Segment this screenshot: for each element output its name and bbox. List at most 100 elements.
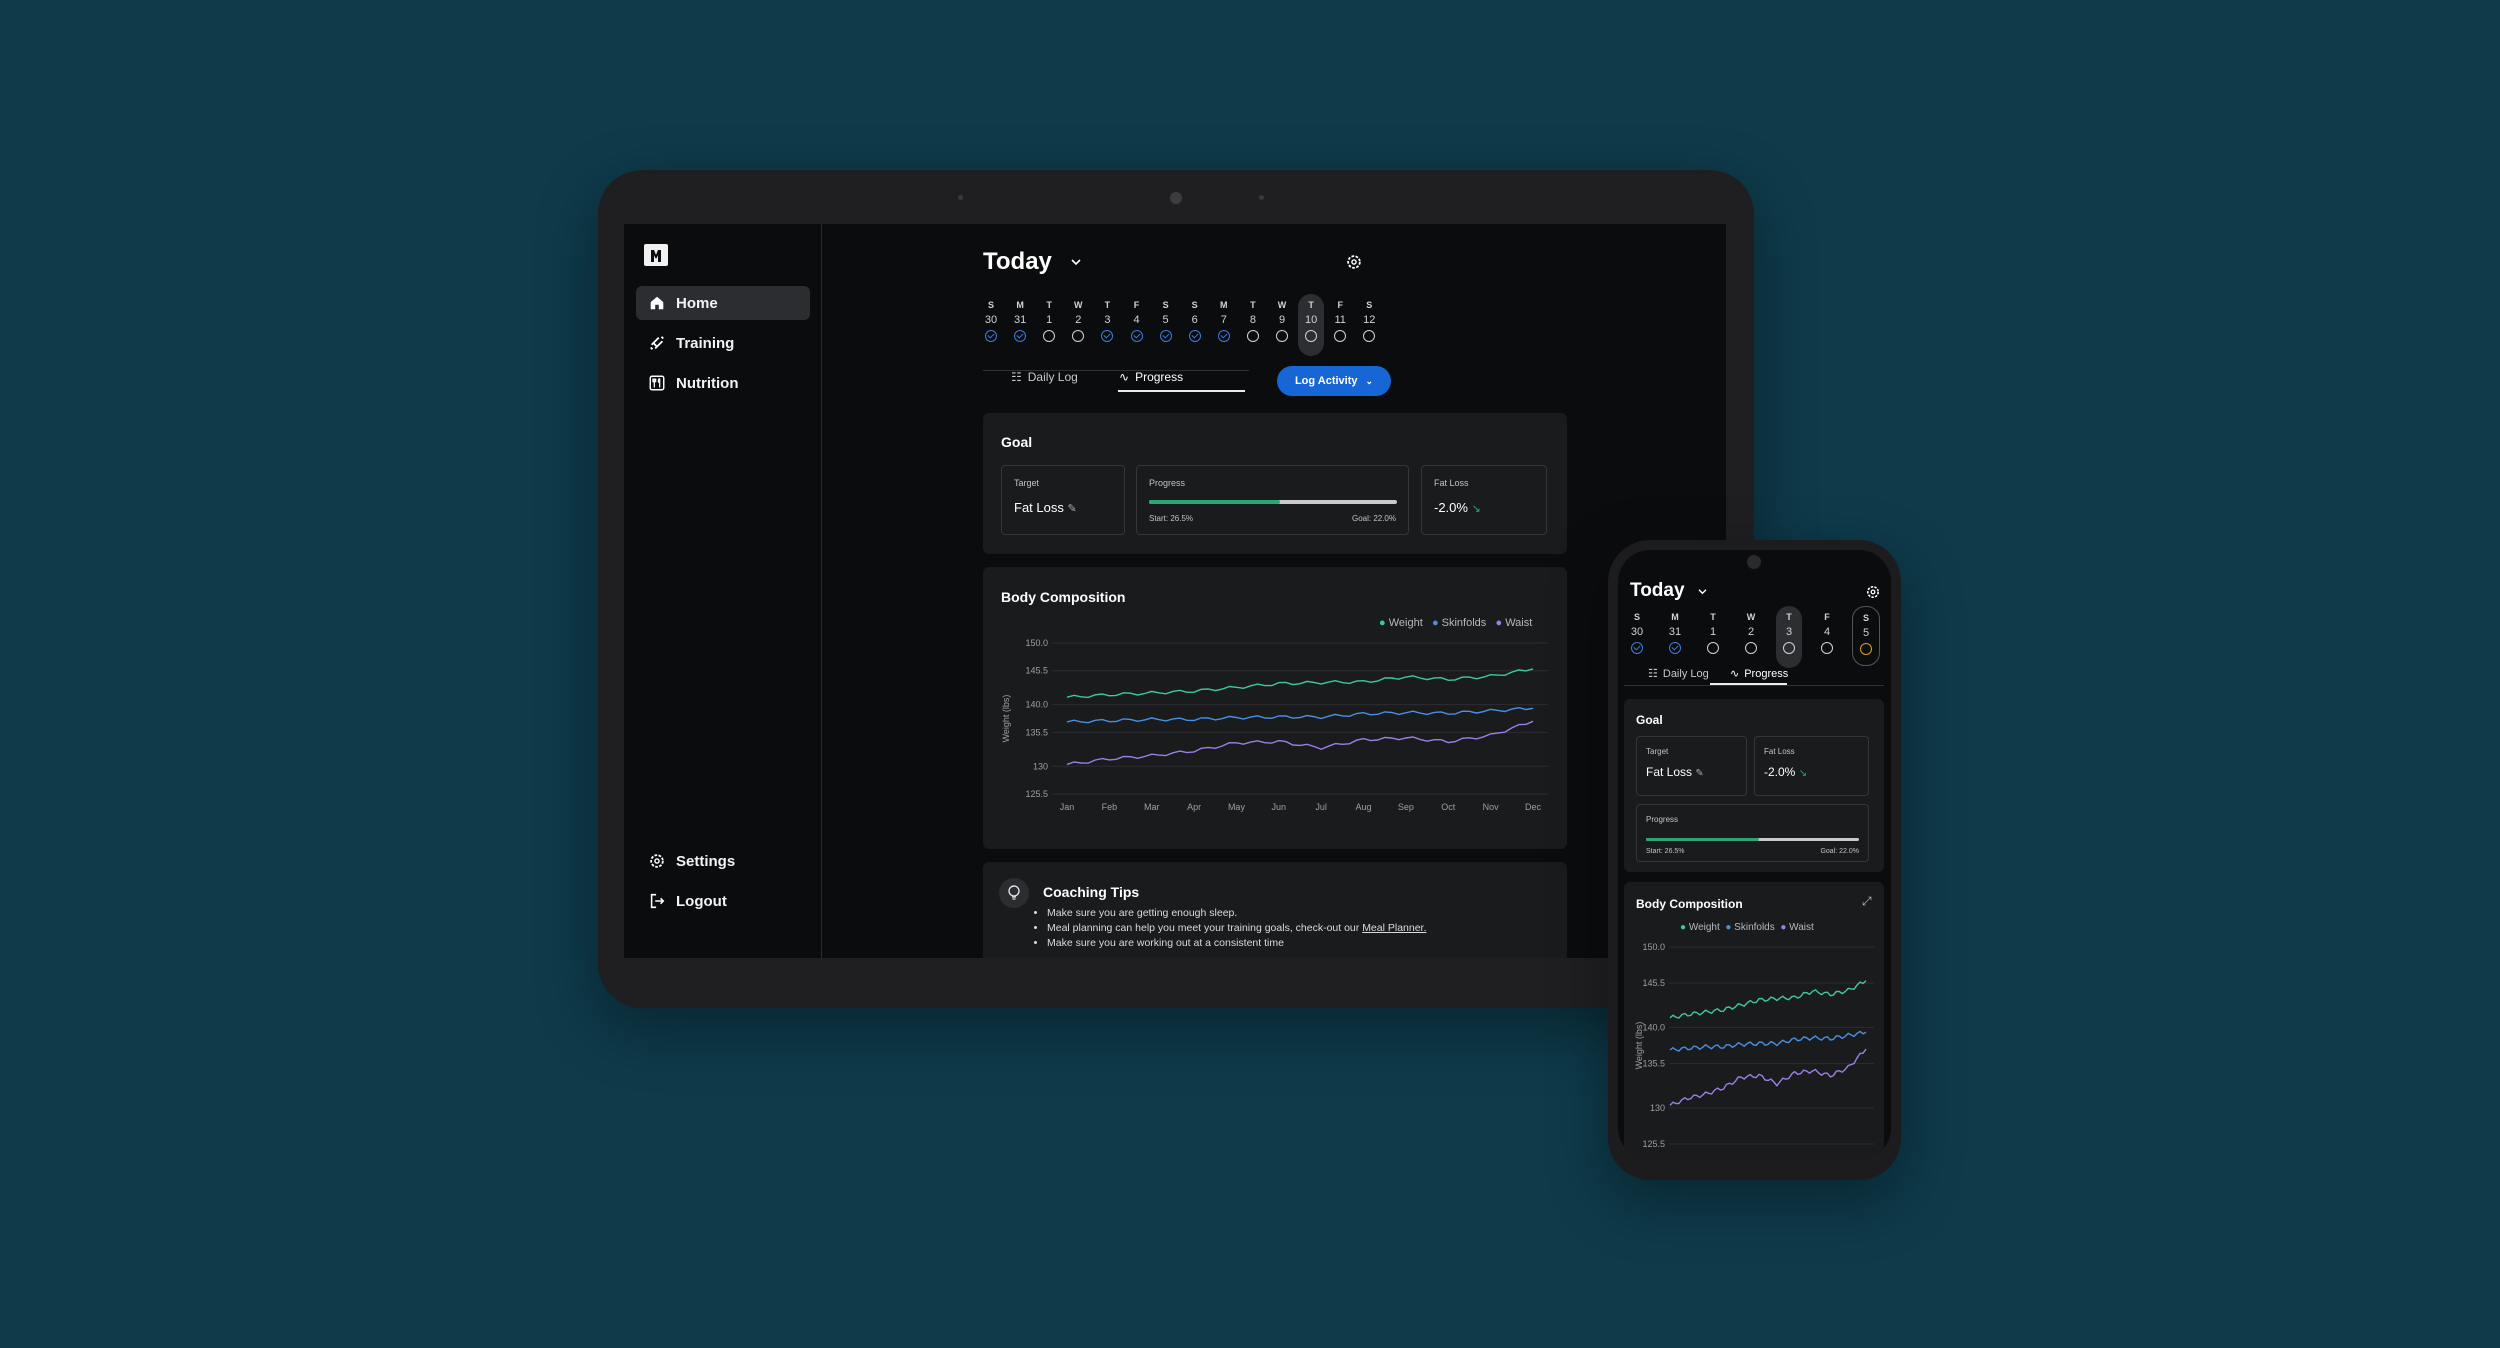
progress-fill [1646,838,1759,841]
fat-loss-label: Fat Loss [1764,747,1795,756]
legend-label: Skinfolds [1441,617,1487,629]
day-status-icon [1334,330,1347,342]
x-tick-label: Jun [1272,802,1287,812]
y-tick-label: 140.0 [1025,700,1048,710]
target-value: Fat Loss ✎ [1646,765,1704,779]
pencil-icon[interactable]: ✎ [1067,503,1077,515]
day-status-icon [1821,642,1833,654]
target-box[interactable]: Target Fat Loss ✎ [1001,465,1125,535]
progress-box: Progress Start: 26.5% Goal: 22.0% [1636,804,1869,862]
checklist-icon: ☷ [1648,668,1658,680]
page-title[interactable]: Today [983,248,1052,275]
series-line-skinfolds [1066,706,1534,724]
day-letter: W [1277,300,1287,310]
progress-fill [1149,500,1281,504]
expand-icon[interactable]: ⤢ [1862,894,1872,908]
trend-down-icon: ↘ [1471,503,1481,515]
fat-loss-box: Fat Loss -2.0% ↘ [1421,465,1547,535]
tab-progress[interactable]: ∿ Progress [1119,370,1183,384]
day-status-icon [1276,330,1288,342]
target-value-text: Fat Loss [1646,765,1693,779]
page-title[interactable]: Today [1630,580,1685,601]
tip-text: Meal planning can help you meet your tra… [1047,922,1363,934]
day-status-icon [1072,330,1085,342]
home-icon [650,296,664,310]
sidebar-item-label: Settings [676,852,736,870]
goal-card: Goal Target Fat Loss ✎ Fat Loss -2.0% ↘ … [1624,699,1884,872]
app-logo[interactable] [644,244,668,266]
chevron-down-icon[interactable] [1071,258,1081,266]
target-box[interactable]: Target Fat Loss ✎ [1636,736,1747,796]
day-letter: T [1046,300,1052,310]
settings-gear-icon[interactable] [1865,584,1881,600]
sidebar-item-training[interactable]: Training [636,326,810,360]
utensils-icon [649,375,665,391]
day-letter: F [1133,300,1140,310]
day-number: 31 [1668,626,1682,638]
chart-legend: ● Weight ● Skinfolds ● Waist [1680,922,1814,933]
sidebar-item-logout[interactable]: Logout [636,884,810,918]
day-0[interactable]: S 30 [978,298,1004,342]
day-12[interactable]: F 11 [1327,298,1353,342]
day-number: 1 [1046,314,1053,326]
coaching-tips-card: Coaching Tips Make sure you are getting … [983,862,1567,958]
day-status-icon [1217,330,1230,342]
legend-dot: ● [1495,617,1503,629]
target-value-text: Fat Loss [1014,500,1064,515]
log-activity-button[interactable]: Log Activity ⌄ [1277,366,1391,396]
day-number: 2 [1075,314,1082,326]
tab-progress[interactable]: ∿ Progress [1730,667,1788,680]
settings-gear-icon[interactable] [1345,253,1363,271]
day-number: 3 [1785,626,1793,638]
legend-dot: ● [1379,617,1386,629]
day-number: 5 [1162,314,1169,326]
chevron-down-icon[interactable] [1698,588,1707,595]
series-line-skinfolds [1669,1030,1867,1052]
day-number: 7 [1220,314,1227,326]
day-status-icon [1631,642,1643,654]
activity-icon: ∿ [1119,370,1130,384]
day-status-icon [1188,330,1201,342]
sidebar-item-nutrition[interactable]: Nutrition [636,366,810,400]
day-1[interactable]: M 31 [1662,610,1688,654]
day-number: 9 [1278,314,1286,326]
series-line-weight [1669,980,1867,1019]
day-status-icon [985,330,997,342]
day-1[interactable]: M 31 [1007,298,1033,342]
fat-loss-label: Fat Loss [1434,478,1469,488]
tab-indicator [1118,390,1245,392]
day-11[interactable]: T 10 [1298,294,1325,356]
day-letter: T [1710,612,1716,622]
day-letter: S [1162,300,1169,310]
tab-daily-log[interactable]: ☷ Daily Log [1648,667,1709,680]
meal-planner-link[interactable]: Meal Planner. [1362,922,1427,934]
y-tick-label: 140.0 [1642,1022,1665,1032]
day-letter: M [1220,300,1228,310]
lightbulb-icon [999,878,1029,908]
sidebar-item-settings[interactable]: Settings [636,844,810,878]
goal-card: Goal Target Fat Loss ✎ Progress Start: 2… [983,413,1567,554]
day-0[interactable]: S 30 [1624,610,1650,654]
day-13[interactable]: S 12 [1356,298,1382,342]
tab-daily-log[interactable]: ☷ Daily Log [1011,370,1078,384]
y-axis-label: Weight (lbs) [1634,1022,1644,1070]
pencil-icon[interactable]: ✎ [1695,768,1704,779]
day-letter: F [1337,300,1343,310]
day-number: 4 [1133,314,1140,326]
fat-loss-value: -2.0% ↘ [1434,500,1481,515]
sidebar-item-home[interactable]: Home [636,286,810,320]
